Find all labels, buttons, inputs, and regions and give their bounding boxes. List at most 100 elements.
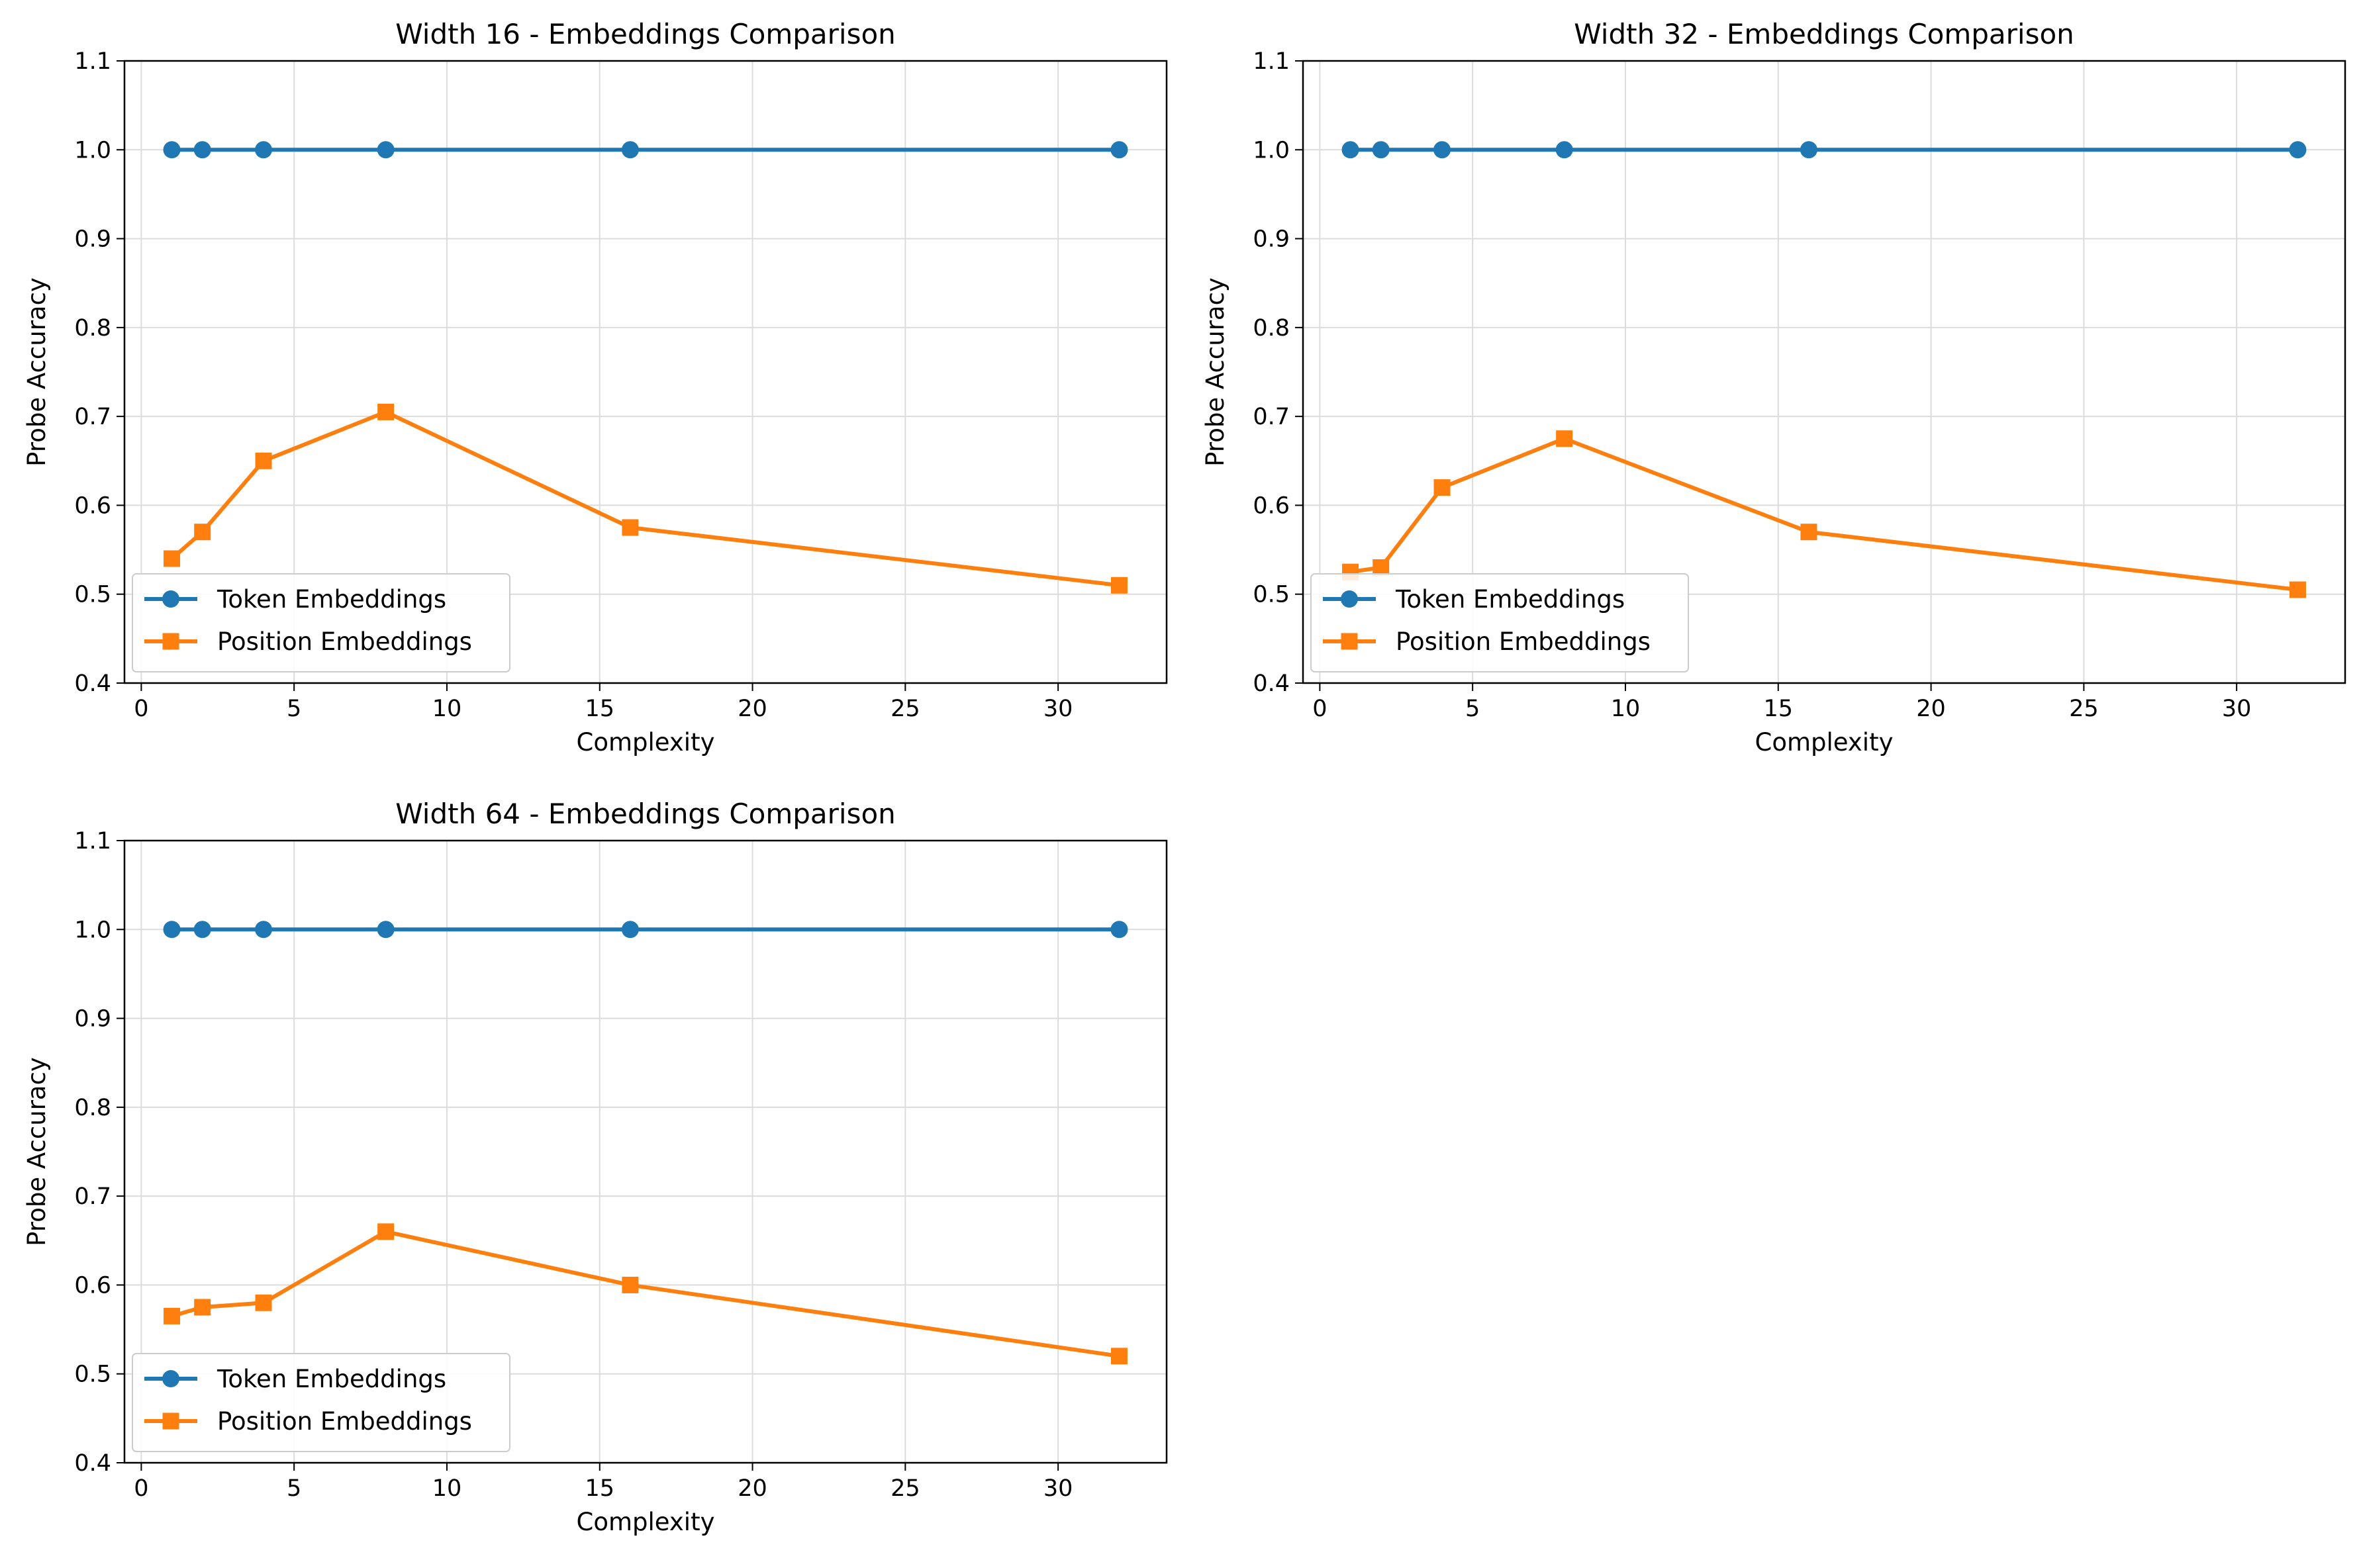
y-tick-label: 0.5 [74,1361,111,1388]
data-point [377,403,395,420]
data-point [193,141,211,159]
ticks: 0 5 10 15 20 25 30 0.4 0.5 0.6 0.7 0.8 0.9 1.0 1.1 [74,828,1073,1502]
legend-label: Position Embeddings [217,627,472,656]
data-point [377,141,395,159]
y-tick-label: 1.1 [1253,48,1290,75]
y-tick-label: 0.9 [1253,226,1290,253]
y-tick-label: 1.0 [74,137,111,163]
y-tick-label: 0.8 [74,1095,111,1121]
data-point [1556,430,1573,447]
ticks: 0 5 10 15 20 25 30 0.4 0.5 0.6 0.7 0.8 0.9 1.0 1.1 [1253,48,2251,722]
axes-frame [123,60,1168,684]
x-axis-label: Complexity [577,728,715,757]
series-position-embeddings [164,1223,1128,1365]
x-tick-label: 20 [1916,696,1946,722]
legend-item: Token Embeddings [144,1365,446,1393]
data-point [164,550,181,567]
y-tick-label: 0.4 [74,670,111,697]
y-tick-label: 0.6 [74,1272,111,1299]
data-point [2289,141,2307,159]
legend-box [132,573,510,672]
legend-marker [1341,633,1358,650]
series-token-embeddings [163,921,1128,939]
legend-label: Token Embeddings [217,585,446,614]
x-tick-label: 0 [1312,696,1327,722]
series-token-embeddings [163,141,1128,159]
data-point [1372,141,1390,159]
legend-item: Position Embeddings [144,627,472,656]
x-tick-label: 15 [585,696,614,722]
data-point [1110,141,1128,159]
data-point [163,921,181,939]
data-point [377,1223,395,1240]
data-point [1110,576,1128,594]
x-axis-label: Complexity [1755,728,1894,757]
x-tick-label: 30 [1043,696,1073,722]
y-tick-label: 0.4 [1253,670,1290,697]
data-point [255,1294,272,1311]
data-point [1800,141,1817,159]
x-tick-label: 10 [1611,696,1641,722]
x-tick-label: 25 [891,696,920,722]
y-tick-label: 0.8 [1253,315,1290,342]
y-tick-label: 0.7 [1253,404,1290,430]
series-position-embeddings [164,403,1128,594]
legend-box [132,1353,510,1452]
data-point [621,921,639,939]
data-point [1800,524,1817,541]
x-tick-label: 25 [2069,696,2099,722]
chart-title: Width 32 - Embeddings Comparison [1574,18,2074,50]
data-point [255,452,272,469]
legend-item: Position Embeddings [144,1407,472,1436]
y-axis-label: Probe Accuracy [23,1057,51,1246]
x-tick-label: 5 [287,1475,301,1502]
legend-box [1310,573,1689,672]
data-point [194,1299,211,1316]
data-point [193,921,211,939]
x-tick-label: 30 [2222,696,2252,722]
x-tick-label: 10 [432,696,462,722]
x-tick-label: 5 [287,696,301,722]
legend-label: Position Embeddings [217,1407,472,1436]
legend-marker [162,633,179,650]
x-axis-label: Complexity [577,1508,715,1536]
legend: Token Embeddings Position Embeddings [132,573,510,672]
data-point [164,1307,181,1324]
legend-item: Token Embeddings [1323,585,1625,614]
chart-title: Width 16 - Embeddings Comparison [395,18,896,50]
legend-marker [162,1370,179,1387]
y-tick-label: 0.8 [74,315,111,342]
data-point [622,1276,639,1293]
y-tick-label: 1.0 [74,917,111,943]
data-point [1555,141,1573,159]
y-tick-label: 0.9 [74,226,111,253]
axes-frame [123,839,1168,1464]
data-point [622,519,639,536]
x-tick-label: 20 [738,696,767,722]
legend-marker [162,1412,179,1430]
legend: Token Embeddings Position Embeddings [1310,573,1689,672]
axes-frame [1302,60,2346,684]
data-point [1373,559,1390,576]
ticks: 0 5 10 15 20 25 30 0.4 0.5 0.6 0.7 0.8 0.9 1.0 1.1 [74,48,1073,722]
data-point [255,141,273,159]
legend-item: Token Embeddings [144,585,446,614]
data-point [1433,479,1451,496]
data-point [1110,921,1128,939]
y-tick-label: 0.7 [74,1183,111,1210]
x-tick-label: 30 [1043,1475,1073,1502]
y-axis-label: Probe Accuracy [1201,277,1230,467]
x-tick-label: 10 [432,1475,462,1502]
legend-marker [162,590,179,608]
y-tick-label: 0.6 [74,492,111,519]
y-tick-label: 0.9 [74,1006,111,1033]
data-point [377,921,395,939]
x-tick-label: 20 [738,1475,767,1502]
data-point [163,141,181,159]
chart-panel-1: 0 5 10 15 20 25 30 0.4 0.5 0.6 0.7 0.8 0.9 1.0 1.1 Widt… [23,18,1168,757]
data-point [1341,141,1359,159]
data-point [1433,141,1451,159]
chart-panel-2: 0 5 10 15 20 25 30 0.4 0.5 0.6 0.7 0.8 0.9 1.0 1.1 Widt… [1201,18,2346,757]
y-axis-label: Probe Accuracy [23,277,51,467]
